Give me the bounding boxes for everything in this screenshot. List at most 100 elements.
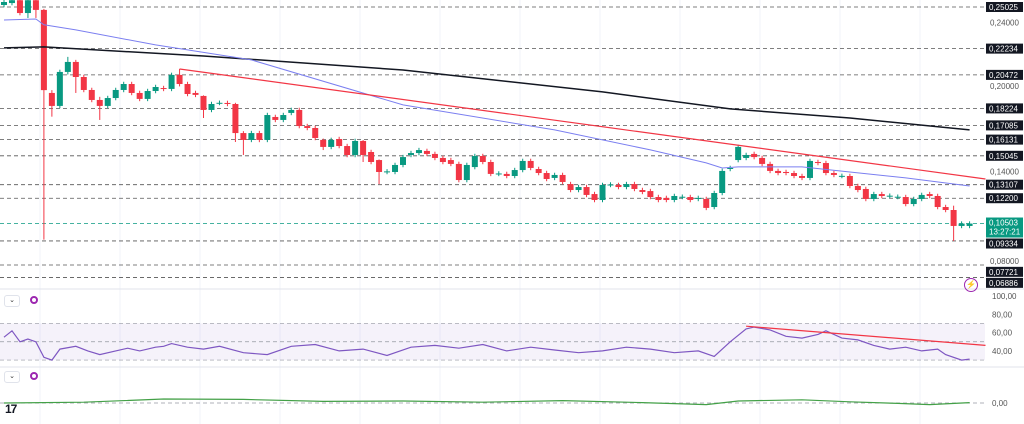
candle-bearish xyxy=(80,77,87,90)
price-level-label: 0,15045 xyxy=(989,152,1018,161)
candle-bearish xyxy=(535,168,542,174)
candle-bearish xyxy=(376,160,383,172)
price-level-label: 0,18224 xyxy=(989,104,1018,113)
candle-bearish xyxy=(527,160,534,168)
candle-bullish xyxy=(679,196,686,198)
candle-bullish xyxy=(958,223,965,226)
candle-bearish xyxy=(336,139,343,147)
candle-bearish xyxy=(40,9,47,91)
candle-bearish xyxy=(543,173,550,179)
price-level-label: 0,25025 xyxy=(989,3,1018,12)
candle-bearish xyxy=(767,163,774,171)
price-tick-label: 0,14000 xyxy=(990,167,1019,176)
trendline xyxy=(179,68,986,180)
candle-bullish xyxy=(727,167,734,169)
candle-bullish xyxy=(8,0,15,4)
candle-bearish xyxy=(687,197,694,201)
candle-bullish xyxy=(711,193,718,208)
candle-bullish xyxy=(743,154,750,158)
candle-bullish xyxy=(623,184,630,188)
candle-bearish xyxy=(759,157,766,164)
candle-bearish xyxy=(423,150,430,154)
candle-bearish xyxy=(48,92,55,106)
candle-bullish xyxy=(806,160,813,178)
rsi-tick-label: 100,00 xyxy=(992,292,1017,301)
candle-bearish xyxy=(703,198,710,208)
candle-bearish xyxy=(368,151,375,162)
candle-bullish xyxy=(910,198,917,205)
candle-bullish xyxy=(471,156,478,168)
rsi-tick-label: 60,00 xyxy=(992,329,1013,338)
lightning-icon[interactable]: ⚡ xyxy=(964,278,978,292)
candle-bullish xyxy=(392,164,399,172)
candle-bullish xyxy=(64,61,71,72)
candle-bearish xyxy=(184,84,191,94)
candle-bearish xyxy=(304,126,311,128)
horizontal-levels xyxy=(0,6,985,278)
rsi-settings-icon[interactable] xyxy=(30,296,38,304)
candle-bearish xyxy=(631,184,638,189)
candle-bullish xyxy=(352,140,359,155)
price-level-badge xyxy=(986,134,1023,145)
price-level-badge xyxy=(986,179,1023,190)
candle-bearish xyxy=(934,195,941,208)
candle-bearish xyxy=(862,188,869,199)
candle-bearish xyxy=(312,127,319,138)
candle-bullish xyxy=(551,174,558,178)
candle-bearish xyxy=(32,0,39,10)
countdown-label: 13:27:21 xyxy=(989,228,1021,237)
candle-bearish xyxy=(272,116,279,120)
candle-bearish xyxy=(647,191,654,198)
price-level-badge xyxy=(986,193,1023,204)
oscillator-tick-label: 0,00 xyxy=(992,399,1008,408)
candle-bullish xyxy=(519,160,526,171)
candle-bullish xyxy=(671,195,678,201)
candle-bearish xyxy=(791,173,798,177)
candle-bullish xyxy=(599,184,606,201)
candle-bullish xyxy=(144,91,151,99)
candle-bearish xyxy=(136,92,143,99)
candle-bearish xyxy=(447,160,454,164)
oscillator-settings-icon[interactable] xyxy=(30,372,38,380)
candle-bullish xyxy=(104,98,111,106)
candle-bearish xyxy=(503,173,510,177)
candle-bearish xyxy=(783,171,790,174)
candle-bullish xyxy=(607,184,614,186)
tradingview-logo: 17 xyxy=(5,402,17,416)
current-price-label: 0,10503 xyxy=(989,219,1018,228)
candle-bullish xyxy=(112,89,119,99)
candle-bearish xyxy=(751,153,758,158)
candle-bearish xyxy=(615,184,622,188)
price-level-badge xyxy=(986,2,1023,12)
candle-bullish xyxy=(966,223,973,226)
candle-bearish xyxy=(128,84,135,93)
collapse-rsi-pane-button[interactable]: ⌄ xyxy=(4,295,20,307)
collapse-oscillator-pane-button[interactable]: ⌄ xyxy=(4,371,20,383)
candle-bullish xyxy=(415,150,422,154)
candle-bearish xyxy=(583,187,590,195)
rsi-trendline xyxy=(746,325,986,346)
candle-bullish xyxy=(575,187,582,191)
candle-bearish xyxy=(878,194,885,196)
price-level-badge xyxy=(986,120,1023,131)
candle-bullish xyxy=(407,153,414,155)
candle-bearish xyxy=(950,209,957,226)
candle-bearish xyxy=(479,156,486,162)
candle-bearish xyxy=(942,207,949,210)
price-level-badge xyxy=(986,266,1023,277)
indicator-lines xyxy=(3,18,986,187)
candle-bullish xyxy=(735,146,742,161)
price-level-badge xyxy=(986,238,1023,249)
candle-bearish xyxy=(88,89,95,100)
candle-bearish xyxy=(455,163,462,181)
candle-bullish xyxy=(288,109,295,113)
candle-bullish xyxy=(208,103,215,110)
candle-bullish xyxy=(511,170,518,177)
candle-bullish xyxy=(870,194,877,199)
candle-bearish xyxy=(487,161,494,174)
candle-bearish xyxy=(256,133,263,140)
candle-bearish xyxy=(567,184,574,191)
candle-bullish xyxy=(120,84,127,90)
